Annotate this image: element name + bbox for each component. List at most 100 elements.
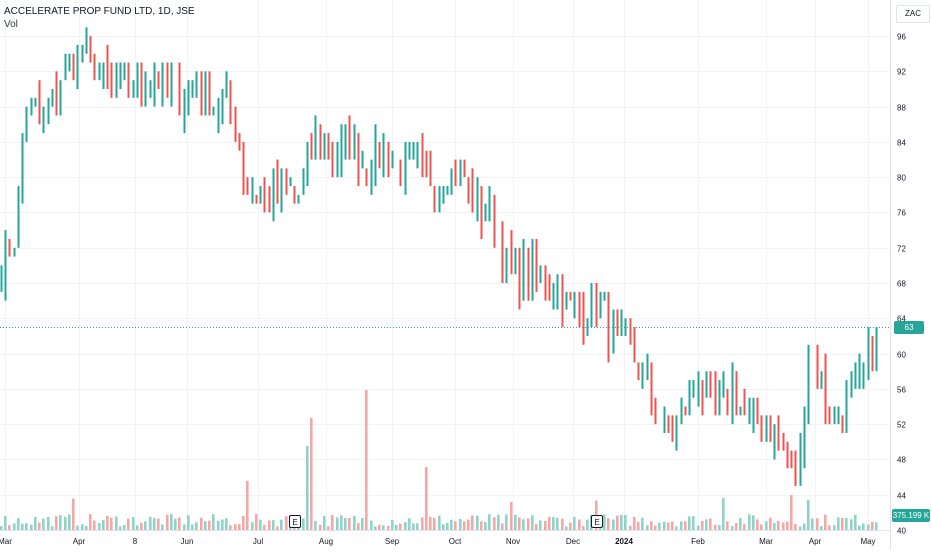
volume-bar [811,518,814,530]
ohlc-bars [0,27,878,486]
volume-bar [93,520,96,530]
volume-bar [170,513,173,530]
earnings-marker[interactable]: E [591,515,603,528]
volume-bar [89,514,92,530]
price-tick-label: 80 [897,174,906,183]
price-tick-label: 68 [897,280,906,289]
volume-bar [697,525,700,530]
volume-bar [204,521,207,530]
volume-bar [620,514,623,530]
volume-bar [30,524,33,530]
volume-bar [200,517,203,530]
volume-bar [4,515,7,530]
time-tick-label: 2024 [615,537,633,546]
volume-bar [433,517,436,530]
volume-bar [684,521,687,530]
time-tick-label: Sep [385,537,400,546]
volume-bar [217,520,220,530]
volume-bar [756,519,759,530]
volume-bar [285,516,288,530]
volume-bar [760,524,763,530]
volume-bar [714,524,717,530]
volume-bar [38,522,41,530]
volume-bar [561,518,564,530]
time-axis[interactable]: Mar Apr 8 Jun Jul Aug Sep Oct Nov Dec 2024 Feb Mar Ap… [0,537,876,546]
volume-bar [603,514,606,530]
volume-bar [476,515,479,530]
volume-bar [153,517,156,530]
volume-bar [404,521,407,530]
volume-bar [637,521,640,530]
price-tick-label: 60 [897,351,906,360]
volume-bar [13,523,16,530]
volume-bar [522,519,525,530]
currency-button[interactable]: ZAC [896,5,930,23]
volume-bar [251,522,254,530]
price-tick-label: 44 [897,492,906,501]
volume-bar [416,523,419,530]
volume-bar [276,526,279,530]
volume-bar [110,517,113,530]
volume-bar [816,518,819,530]
volume-bar [365,390,368,530]
volume-bar [586,519,589,530]
volume-bar [624,514,627,530]
volume-bar [794,524,797,530]
volume-bar [731,525,734,530]
volume-bar [51,526,54,530]
volume-bar [599,526,602,530]
time-tick-label: Mar [0,537,12,546]
volume-bar [259,519,262,530]
volume-bar [467,519,470,530]
volume-bar [459,519,462,530]
volume-bar [845,517,848,530]
volume-bar [671,521,674,530]
volume-bar [782,522,785,530]
time-tick-label: 8 [133,537,138,546]
volume-bar [195,522,198,530]
volume-bar [607,518,610,530]
volume-bar [157,518,160,530]
volume-bar [569,522,572,530]
volume-bar [8,525,11,530]
volume-bar [654,525,657,530]
earnings-label: E [594,518,599,527]
time-tick-label: Feb [691,537,705,546]
earnings-marker[interactable]: E [289,515,301,528]
volume-bar [641,517,644,530]
volume-bar [115,516,118,530]
volume-bar [21,523,24,530]
volume-bar [357,523,360,530]
volume-bar [748,514,751,530]
time-tick-label: Jul [253,537,263,546]
volume-bar [280,519,283,530]
chart-title: ACCELERATE PROP FUND LTD, 1D, JSE [4,6,195,17]
volume-bar [875,522,878,530]
last-price-badge: 63 [894,320,924,334]
volume-bar [527,518,530,530]
volume-bar [412,523,415,530]
volume-bar [658,522,661,530]
time-tick-label: Mar [759,537,773,546]
volume-bar [692,516,695,530]
volume-bar [488,514,491,530]
volume-bar [722,497,725,530]
volume-bar [246,481,249,530]
volume-bar [752,515,755,530]
volume-legend: Vol [4,19,18,30]
volume-bar [391,519,394,530]
volume-bar [429,517,432,530]
volume-bar [348,517,351,530]
price-axis[interactable]: 40 44 48 52 56 60 64 68 72 76 80 84 88 92 96 [897,33,906,536]
volume-bar [518,517,521,530]
volume-bar [535,524,538,530]
volume-bar [98,523,101,530]
volume-bar [548,516,551,530]
volume-bar [336,517,339,530]
volume-bar [501,523,504,530]
volume-bar [319,524,322,530]
volume-bar [739,518,742,530]
